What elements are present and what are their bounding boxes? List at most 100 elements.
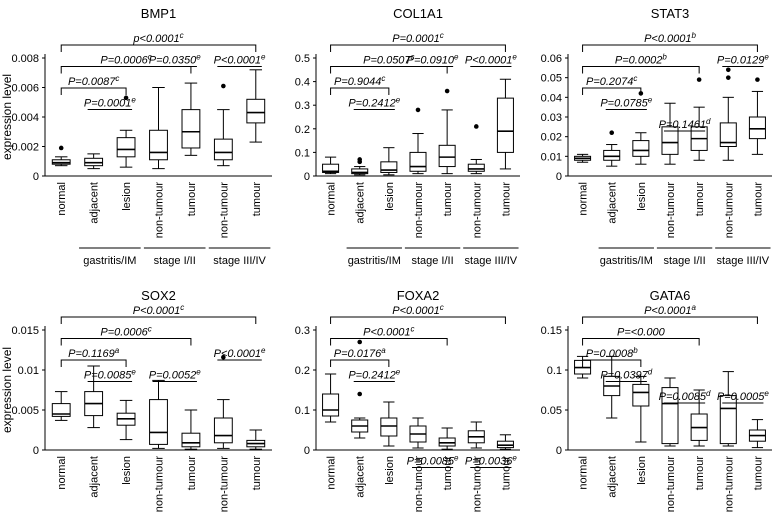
y-tick-label: 0 bbox=[556, 171, 562, 183]
comparison: P=0.2074c bbox=[582, 74, 642, 95]
comparison-label: p<0.0001c bbox=[132, 31, 183, 45]
comparison-label: P=0.0085e bbox=[84, 368, 136, 382]
comparison-bracket bbox=[60, 44, 257, 52]
x-tick-label: normal bbox=[578, 182, 590, 216]
panel-sox2: SOX2 0 0.005 0.01 0.015 expression level norma… bbox=[0, 288, 272, 513]
x-tick-label: adjacent bbox=[89, 182, 101, 224]
comparison-label: P=0.0008b bbox=[586, 346, 638, 360]
x-tick-label: non-tumour bbox=[218, 182, 230, 239]
comparison-superscript: c bbox=[633, 74, 637, 83]
y-axis-label: expression level bbox=[0, 74, 14, 160]
y-tick-label: 0.1 bbox=[295, 147, 310, 159]
box-iqr bbox=[467, 163, 485, 172]
box-iqr bbox=[632, 383, 650, 407]
x-tick-label: tumour bbox=[251, 456, 263, 491]
group-label: gastritis/IM bbox=[83, 255, 136, 267]
outlier-point bbox=[755, 77, 760, 82]
y-tick-label: 0 bbox=[556, 445, 562, 457]
y-tick-label: 0.01 bbox=[18, 365, 39, 377]
comparison-superscript: b bbox=[691, 31, 696, 40]
box-0 bbox=[322, 373, 340, 423]
comparison-bracket bbox=[330, 359, 390, 367]
y-tick-label: 0.15 bbox=[541, 325, 562, 337]
comparison-label: P=0.9044c bbox=[334, 74, 385, 88]
box-iqr bbox=[149, 399, 168, 445]
box-3 bbox=[661, 102, 679, 165]
x-tick-label: non-tumour bbox=[471, 456, 483, 513]
y-tick-label: 0.008 bbox=[11, 53, 39, 65]
x-tick-label: non-tumour bbox=[154, 456, 166, 513]
panel-title: SOX2 bbox=[141, 288, 176, 303]
comparison-label: P=0.0785e bbox=[600, 96, 652, 110]
comparison-label: P=0.0085d bbox=[659, 389, 711, 403]
y-tick-label: 0.1 bbox=[547, 365, 562, 377]
comparison-superscript: d bbox=[648, 368, 653, 377]
box-1 bbox=[603, 130, 621, 167]
group-label: gastritis/IM bbox=[348, 255, 401, 267]
comparison-bracket bbox=[582, 87, 642, 95]
x-tick-label: lesion bbox=[636, 182, 648, 211]
outlier-point bbox=[221, 83, 226, 89]
box-iqr bbox=[661, 126, 679, 155]
comparison-label: P=0.0350e bbox=[149, 53, 201, 67]
comparison-bracket bbox=[582, 316, 758, 324]
comparison: P=0.0008b bbox=[582, 346, 642, 367]
comparison: P=0.0785e bbox=[600, 96, 653, 110]
panel-bmp1: BMP1 0 0.002 0.004 0.006 0.008 expression leve… bbox=[0, 6, 272, 267]
box-1 bbox=[84, 153, 104, 170]
panel-title: FOXA2 bbox=[397, 288, 440, 303]
y-tick-label: 0 bbox=[33, 171, 39, 183]
box-6 bbox=[748, 77, 766, 155]
comparison-superscript: b bbox=[633, 346, 638, 355]
x-tick-label: adjacent bbox=[607, 456, 619, 498]
box-iqr bbox=[213, 417, 233, 444]
comparison-label: P=0.2412e bbox=[348, 368, 400, 382]
box-2 bbox=[116, 399, 136, 441]
comparison: P=0.1169a bbox=[60, 346, 127, 367]
comparison-superscript: c bbox=[440, 31, 444, 40]
outlier-point bbox=[415, 107, 421, 113]
y-tick-label: 0.002 bbox=[11, 142, 39, 154]
comparison-label: P=0.0397d bbox=[600, 368, 652, 382]
outlier-point bbox=[58, 145, 64, 151]
box-4 bbox=[690, 77, 708, 161]
comparison-label: P=0.0001e bbox=[84, 96, 136, 110]
x-tick-label: normal bbox=[326, 456, 338, 490]
box-iqr bbox=[213, 138, 233, 161]
box-iqr bbox=[149, 129, 168, 161]
box-2 bbox=[632, 91, 650, 165]
comparison: P<0.0001c bbox=[330, 325, 448, 346]
y-tick-label: 0.3 bbox=[295, 325, 310, 337]
comparison-label: P=0.0036e bbox=[465, 454, 517, 468]
comparison-label: P=0.0087c bbox=[68, 74, 119, 88]
box-4 bbox=[438, 88, 456, 175]
comparison-label: P=0.0006c bbox=[100, 53, 151, 67]
x-tick-label: tumour bbox=[500, 182, 512, 217]
outlier-point bbox=[123, 95, 129, 101]
panel-col1a1: COL1A1 0 0.1 0.2 0.3 0.4 0.5 normal adjacent lesi… bbox=[295, 6, 520, 267]
comparison: P=0.0001e bbox=[84, 96, 136, 110]
comparison: P=0.0085e bbox=[407, 454, 459, 468]
x-tick-label: adjacent bbox=[89, 456, 101, 498]
y-tick-label: 0.04 bbox=[541, 92, 562, 104]
comparison-superscript: c bbox=[180, 303, 184, 312]
x-tick-label: non-tumour bbox=[218, 456, 230, 513]
comparison-bracket bbox=[582, 44, 758, 52]
comparison-superscript: c bbox=[411, 325, 415, 334]
box-iqr bbox=[380, 417, 398, 437]
y-tick-label: 0.004 bbox=[11, 112, 39, 124]
comparison-superscript: e bbox=[196, 368, 201, 377]
box-1 bbox=[351, 157, 369, 176]
comparison-bracket bbox=[60, 338, 192, 346]
panel-title: GATA6 bbox=[650, 288, 691, 303]
comparison-superscript: e bbox=[454, 53, 459, 62]
x-tick-label: tumour bbox=[251, 182, 263, 217]
comparison-superscript: e bbox=[261, 53, 266, 62]
x-tick-label: tumour bbox=[694, 182, 706, 217]
x-tick-label: normal bbox=[326, 182, 338, 216]
panel-stat3: STAT3 0 0.01 0.02 0.03 0.04 0.05 0.06 normal adja… bbox=[541, 6, 772, 267]
x-tick-label: normal bbox=[578, 456, 590, 490]
comparison-bracket bbox=[60, 66, 192, 74]
comparison-label: P=0.2074c bbox=[586, 74, 637, 88]
panel-gata6: GATA6 0 0.05 0.1 0.15 normal adjacent lesion non… bbox=[541, 288, 772, 512]
